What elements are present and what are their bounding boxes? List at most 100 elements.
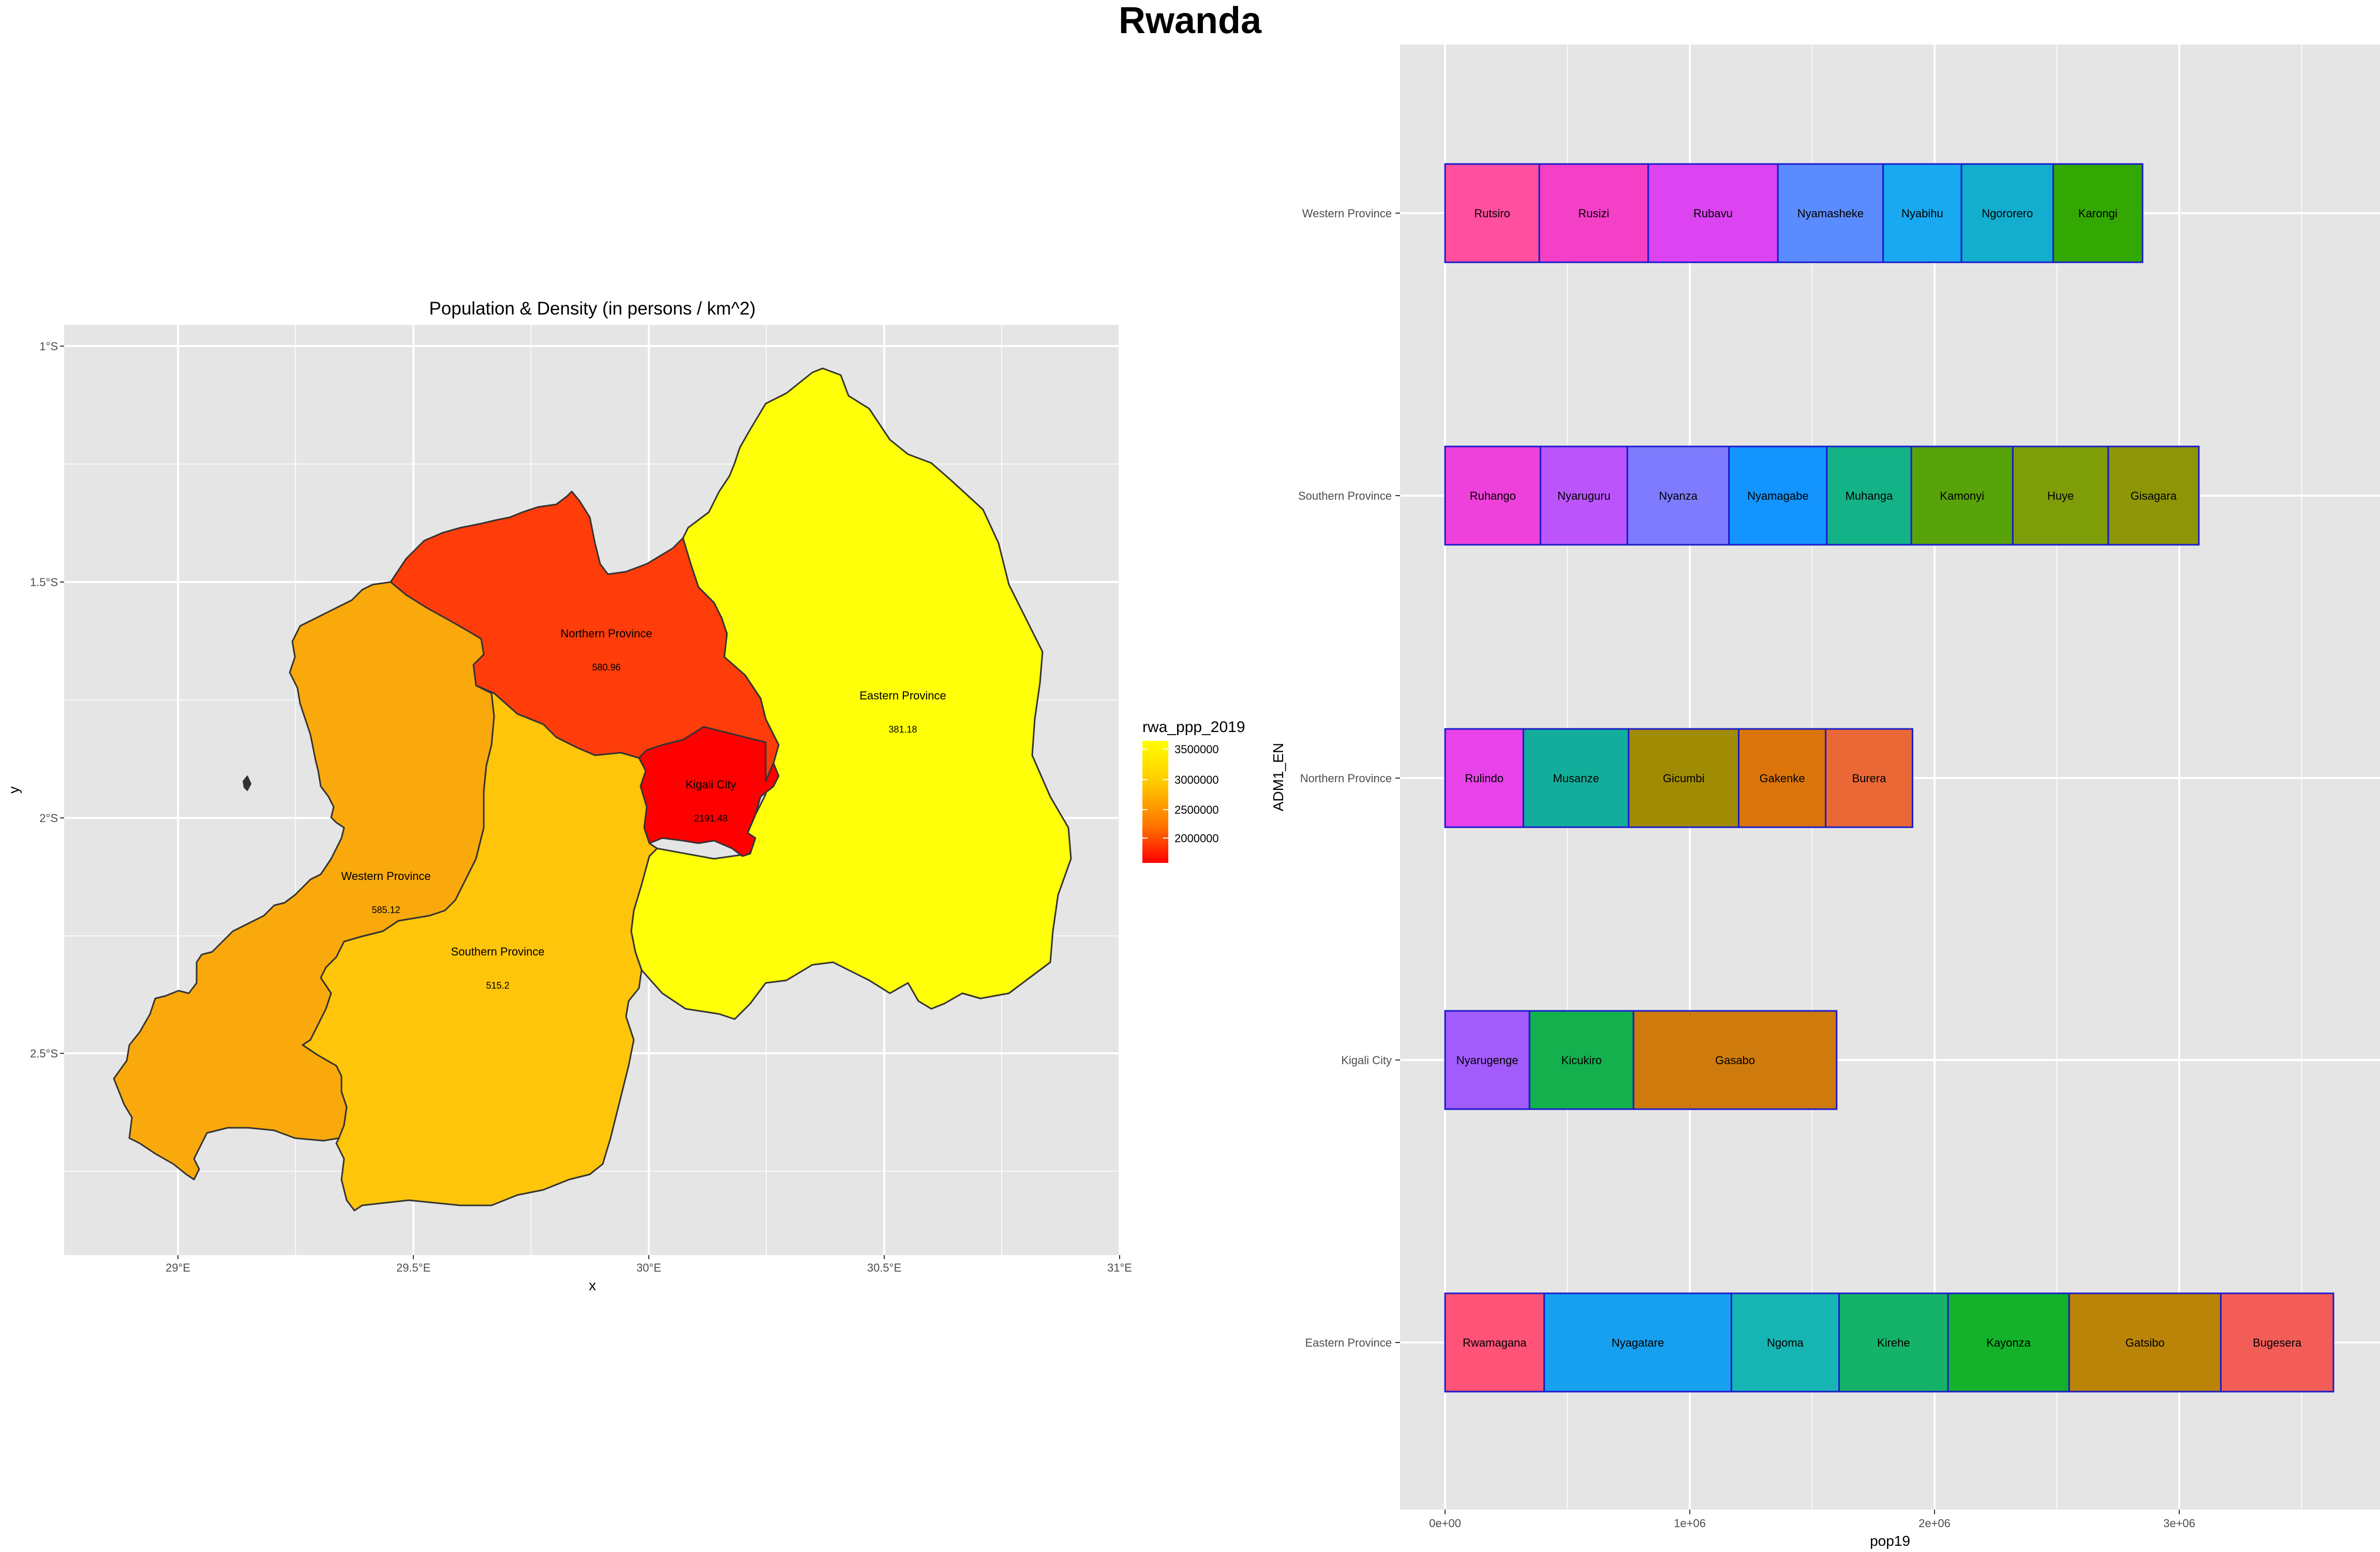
x-tick-label: 29.5°E (396, 1261, 430, 1274)
bar-segment (1543, 1292, 1732, 1393)
y-tick-label: 2.5°S (30, 1047, 58, 1060)
bar-segment-label: Gisagara (2131, 489, 2177, 502)
bar-segment (1626, 445, 1730, 546)
x-tick-label: 0e+00 (1429, 1517, 1461, 1530)
bar-segment (1444, 728, 1524, 828)
x-tick-label: 3e+06 (2163, 1517, 2195, 1530)
bar-segment (1826, 445, 1912, 546)
y-tick-label: Kigali City (1341, 1054, 1392, 1067)
bar-segment (1647, 163, 1779, 263)
bar-segment-label: Rwamagana (1463, 1336, 1527, 1349)
legend-tick-label: 2500000 (1174, 803, 1219, 816)
bar-segment (1960, 163, 2054, 263)
bar-segment (1838, 1292, 1949, 1393)
bar-segment (1882, 163, 1962, 263)
bar-segment-label: Rulindo (1465, 772, 1504, 785)
bar-segment (1777, 163, 1884, 263)
y-tick-label: Western Province (1302, 207, 1392, 220)
bar-segment-label: Rutsiro (1474, 207, 1510, 220)
bar-segment (1528, 1010, 1634, 1110)
bar-segment-label: Ngororero (1982, 207, 2033, 220)
bar-chart: Rutsiro Rusizi Rubavu Nyamasheke Nyabihu Ngor… (1270, 44, 2380, 1549)
legend-title: rwa_ppp_2019 (1142, 719, 1245, 736)
bar-segment (1910, 445, 2014, 546)
bar-y-axis: Western Province Southern Province Norther… (1298, 207, 1400, 1349)
y-tick-label: Southern Province (1298, 489, 1392, 502)
map-legend: rwa_ppp_2019 3500000 3000000 2500000 200… (1142, 719, 1245, 863)
bar-segment-label: Nyamagabe (1747, 489, 1809, 502)
region-density: 515.2 (486, 980, 509, 991)
bar-segment (2012, 445, 2109, 546)
region-name: Southern Province (451, 945, 545, 958)
bar-segment (1522, 728, 1630, 828)
bar-segment (2220, 1292, 2334, 1393)
bar-segment (1825, 728, 1913, 828)
bar-segment-label: Kirehe (1877, 1336, 1910, 1349)
y-tick-label: 1°S (39, 340, 58, 353)
bar-segment-label: Bugesera (2253, 1336, 2302, 1349)
province-labels: Eastern Province 381.18 Northern Provinc… (341, 627, 946, 991)
bar-segment-label: Kicukiro (1561, 1054, 1602, 1067)
bar-segment-label: Gasabo (1715, 1054, 1755, 1067)
region-density: 585.12 (371, 905, 400, 915)
bar-segment-label: Karongi (2078, 207, 2118, 220)
bar-segment-label: Musanze (1553, 772, 1599, 785)
bar-segment-label: Nyarugenge (1456, 1054, 1519, 1067)
x-tick-label: 1e+06 (1674, 1517, 1706, 1530)
region-southern-province (302, 684, 658, 1212)
bar-segment-label: Nyamasheke (1797, 207, 1864, 220)
bar-segment (2068, 1292, 2222, 1393)
bar-segment-label: Kamonyi (1940, 489, 1984, 502)
province-polygons (113, 367, 1072, 1212)
y-axis-title: y (6, 786, 22, 794)
x-tick-label: 31°E (1107, 1261, 1132, 1274)
bar-segment (1738, 728, 1827, 828)
x-tick-label: 2e+06 (1918, 1517, 1951, 1530)
legend-tick-label: 3000000 (1174, 773, 1219, 786)
x-tick-label: 29°E (166, 1261, 190, 1274)
bar-segment-label: Kayonza (1986, 1336, 2031, 1349)
lake-island (243, 775, 251, 791)
bar-segment-label: Nyabihu (1901, 207, 1943, 220)
bar-segment-label: Gakenke (1760, 772, 1805, 785)
bar-segment (1538, 163, 1649, 263)
region-name: Western Province (341, 870, 430, 883)
bar-segment-label: Muhanga (1846, 489, 1894, 502)
bar-segment (1444, 1292, 1545, 1393)
bar-segment-label: Huye (2047, 489, 2074, 502)
map-title: Population & Density (in persons / km^2) (429, 299, 755, 319)
map-y-axis: 1°S 1.5°S 2°S 2.5°S y (6, 340, 64, 1060)
bar-segment-label: Ruhango (1470, 489, 1516, 502)
y-tick-label: Eastern Province (1305, 1336, 1392, 1349)
bar-segment (1444, 1010, 1530, 1110)
bar-segment (2107, 445, 2200, 546)
region-density: 580.96 (592, 662, 620, 673)
bar-segment-labels: Rutsiro Rusizi Rubavu Nyamasheke Nyabihu Ngor… (1456, 207, 2302, 1349)
bar-segment-label: Rusizi (1578, 207, 1609, 220)
bar-segment (1444, 163, 1540, 263)
x-tick-label: 30.5°E (867, 1261, 901, 1274)
bar-segment (1539, 445, 1628, 546)
map-chart: Population & Density (in persons / km^2) (6, 299, 1245, 1293)
bar-segment (1632, 1010, 1838, 1110)
bar-x-axis: 0e+00 1e+06 2e+06 3e+06 (1429, 1510, 2195, 1530)
bar-x-axis-title: pop19 (1870, 1533, 1910, 1549)
region-name: Northern Province (560, 627, 652, 640)
bar-segment-label: Nyaruguru (1557, 489, 1611, 502)
bar-segment-label: Nyanza (1659, 489, 1698, 502)
bar-y-axis-title: ADM1_EN (1270, 743, 1286, 811)
x-tick-label: 30°E (636, 1261, 661, 1274)
map-x-axis: 29°E 29.5°E 30°E 30.5°E 31°E x (166, 1255, 1132, 1293)
region-density: 381.18 (888, 724, 917, 735)
bar-segment-label: Gicumbi (1663, 772, 1705, 785)
y-tick-label: Northern Province (1300, 772, 1392, 785)
y-tick-label: 2°S (39, 812, 58, 825)
bar-segment-label: Gatsibo (2125, 1336, 2165, 1349)
legend-tick-label: 2000000 (1174, 832, 1219, 845)
bar-segment-label: Ngoma (1767, 1336, 1804, 1349)
bar-segment-label: Burera (1852, 772, 1886, 785)
region-density: 2191.48 (694, 813, 727, 824)
bar-segment-label: Rubavu (1693, 207, 1733, 220)
legend-tick-label: 3500000 (1174, 743, 1219, 756)
